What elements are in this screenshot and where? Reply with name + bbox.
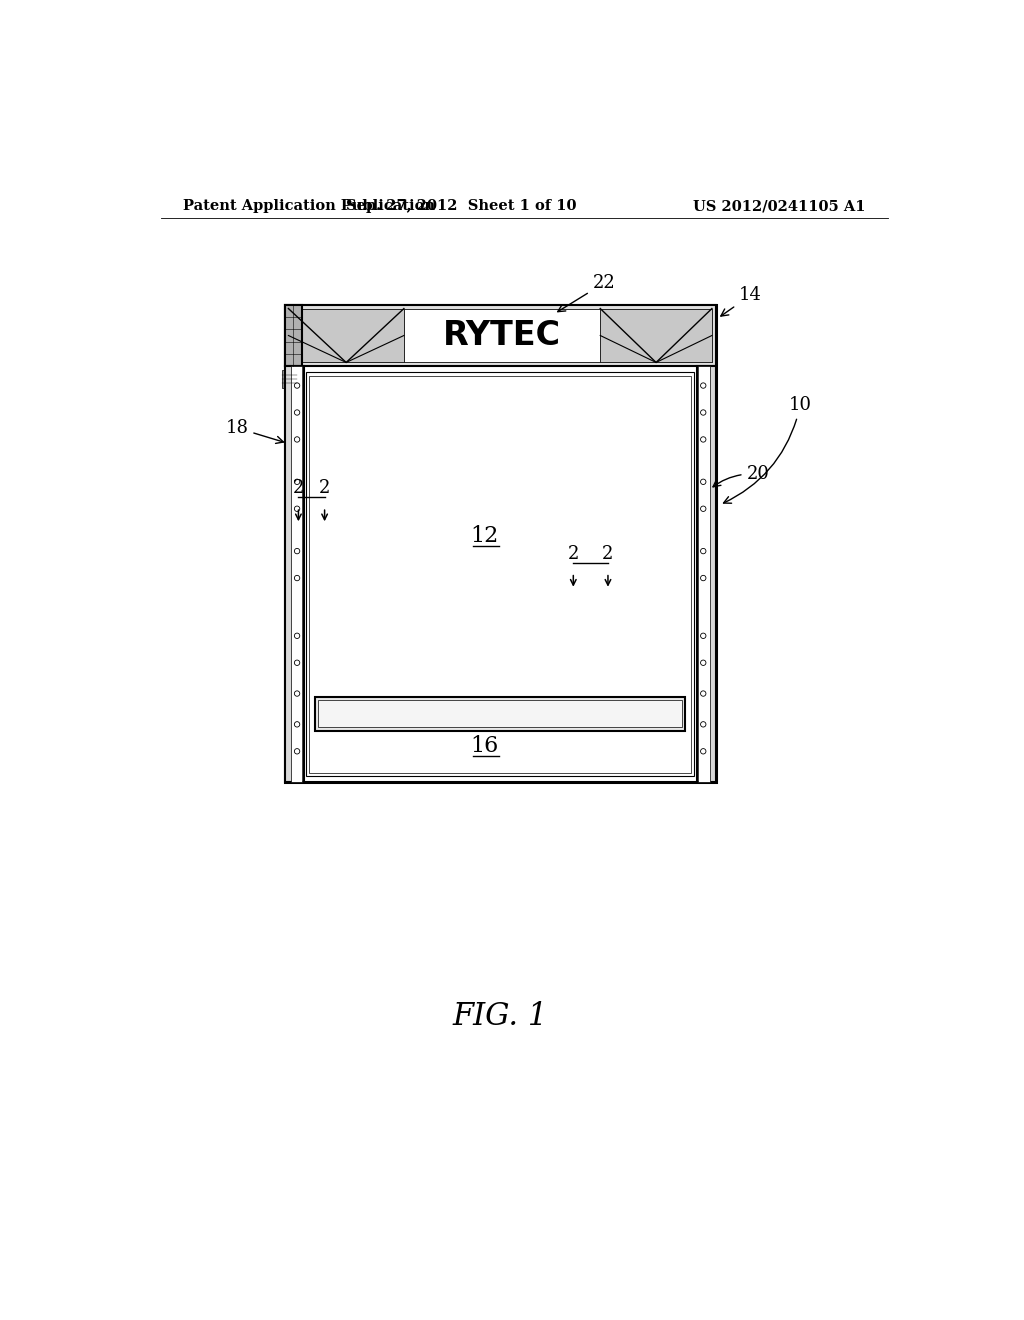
Circle shape [700,690,706,696]
Text: Patent Application Publication: Patent Application Publication [183,199,435,213]
Circle shape [294,634,300,639]
Bar [289,309,712,363]
Circle shape [700,634,706,639]
Bar [285,367,304,781]
Circle shape [294,548,300,554]
Circle shape [294,748,300,754]
Text: US 2012/0241105 A1: US 2012/0241105 A1 [692,199,865,213]
Circle shape [700,548,706,554]
Text: 14: 14 [721,286,762,315]
Circle shape [294,576,300,581]
Circle shape [294,479,300,484]
Circle shape [700,383,706,388]
Text: 20: 20 [713,465,769,487]
Bar [306,372,694,776]
Text: FIG. 1: FIG. 1 [453,1002,548,1032]
Circle shape [700,576,706,581]
Text: 12: 12 [471,525,499,546]
Text: 2: 2 [318,479,331,498]
Circle shape [294,690,300,696]
Bar [285,305,301,367]
Circle shape [700,660,706,665]
Text: 16: 16 [471,735,499,756]
Bar [291,367,302,781]
Bar [600,309,712,363]
Text: 18: 18 [225,418,284,444]
Circle shape [700,722,706,727]
Bar [403,309,600,363]
Text: Sep. 27, 2012  Sheet 1 of 10: Sep. 27, 2012 Sheet 1 of 10 [346,199,577,213]
Text: 10: 10 [724,396,812,503]
Bar [698,367,710,781]
Text: 2: 2 [602,545,613,562]
Text: RYTEC: RYTEC [443,319,561,352]
Circle shape [700,748,706,754]
Circle shape [294,409,300,416]
Bar [285,305,716,781]
Circle shape [294,506,300,511]
Text: 2: 2 [293,479,304,498]
Circle shape [294,660,300,665]
Circle shape [700,479,706,484]
Bar [289,309,403,363]
Circle shape [294,383,300,388]
Circle shape [700,437,706,442]
Bar [285,305,716,367]
Bar [309,376,691,774]
Circle shape [700,409,706,416]
Text: 2: 2 [567,545,579,562]
Bar [318,701,682,727]
Bar [315,697,685,730]
Bar [696,367,716,781]
Bar [283,370,297,388]
Circle shape [294,722,300,727]
Text: 22: 22 [558,275,615,312]
Circle shape [294,437,300,442]
Circle shape [700,506,706,511]
